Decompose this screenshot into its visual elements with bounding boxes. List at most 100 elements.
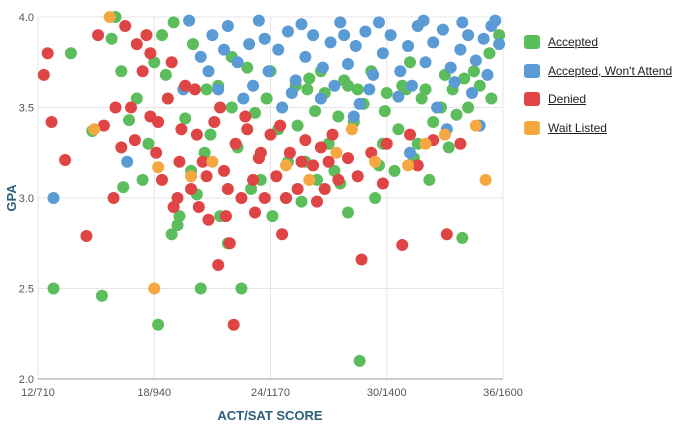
- data-point-accepted-won-t-attend: [444, 61, 457, 74]
- y-tick-label: 2.5: [19, 284, 34, 296]
- data-point-accepted: [351, 83, 364, 96]
- data-point-accepted: [159, 68, 172, 81]
- data-point-accepted: [396, 79, 409, 92]
- data-point-denied: [212, 258, 225, 271]
- data-point-accepted: [179, 112, 192, 125]
- data-point-denied: [59, 153, 72, 166]
- data-point-wait-listed: [419, 137, 432, 150]
- data-point-denied: [270, 170, 283, 183]
- data-point-denied: [254, 146, 267, 159]
- data-point-denied: [200, 170, 213, 183]
- data-point-denied: [396, 239, 409, 252]
- data-point-accepted-won-t-attend: [218, 43, 230, 56]
- data-point-accepted: [225, 101, 238, 114]
- data-point-denied: [80, 230, 93, 243]
- legend-item-accepted-wont-attend[interactable]: Accepted, Won't Attend: [524, 57, 672, 86]
- data-point-accepted: [388, 164, 401, 177]
- data-point-denied: [318, 182, 331, 195]
- data-point-accepted-won-t-attend: [431, 101, 444, 114]
- data-point-accepted: [380, 87, 393, 100]
- data-point-wait-listed: [206, 155, 219, 168]
- data-point-accepted-won-t-attend: [367, 68, 380, 81]
- legend-swatch-denied: [524, 92, 540, 107]
- legend-item-wait-listed[interactable]: Wait Listed: [524, 114, 672, 143]
- data-point-denied: [219, 210, 232, 223]
- data-point-accepted: [295, 195, 308, 208]
- data-point-denied: [355, 253, 368, 266]
- data-point-accepted: [167, 16, 180, 29]
- x-tick-label: 12/710: [21, 387, 55, 399]
- data-point-accepted-won-t-attend: [307, 29, 320, 42]
- data-point-accepted: [171, 219, 184, 232]
- data-point-accepted-won-t-attend: [121, 155, 134, 168]
- data-point-accepted-won-t-attend: [334, 16, 347, 29]
- data-point-denied: [404, 128, 416, 141]
- data-point-accepted-won-t-attend: [384, 29, 397, 42]
- data-point-accepted: [473, 79, 486, 92]
- data-point-denied: [249, 206, 261, 219]
- y-tick-labels: 2.0 2.5 3.0 3.5 4.0: [19, 12, 34, 386]
- data-point-accepted: [442, 141, 455, 154]
- data-point-denied: [311, 195, 323, 208]
- data-point-accepted-won-t-attend: [247, 79, 260, 92]
- data-point-wait-listed: [479, 173, 492, 186]
- data-point-accepted: [483, 47, 496, 60]
- data-point-accepted-won-t-attend: [202, 65, 215, 78]
- data-point-accepted: [165, 228, 178, 241]
- data-point-denied: [115, 141, 128, 154]
- data-point-accepted: [303, 72, 316, 85]
- x-tick-label: 36/1600: [483, 387, 523, 399]
- data-point-accepted-won-t-attend: [342, 58, 354, 71]
- data-point-denied: [188, 83, 201, 96]
- data-point-denied: [322, 155, 335, 168]
- data-point-denied: [41, 47, 54, 60]
- data-point-denied: [125, 101, 137, 114]
- data-point-accepted-won-t-attend: [359, 25, 372, 38]
- data-point-denied: [235, 192, 248, 204]
- x-axis-title: ACT/SAT SCORE: [217, 408, 323, 423]
- data-point-denied: [454, 137, 467, 150]
- data-point-accepted-won-t-attend: [493, 38, 506, 51]
- x-tick-label: 30/1400: [367, 387, 407, 399]
- data-point-accepted-won-t-attend: [349, 39, 362, 52]
- data-point-denied: [440, 228, 453, 241]
- data-point-accepted-won-t-attend: [272, 43, 285, 56]
- data-point-accepted-won-t-attend: [258, 32, 271, 45]
- data-point-denied: [229, 137, 242, 150]
- data-point-denied: [171, 192, 184, 204]
- data-point-accepted: [427, 115, 440, 128]
- data-point-wait-listed: [185, 170, 198, 183]
- data-point-accepted-won-t-attend: [404, 146, 416, 159]
- legend-item-denied[interactable]: Denied: [524, 85, 672, 114]
- data-point-accepted: [353, 354, 366, 367]
- y-axis-title: GPA: [4, 184, 19, 212]
- data-point-denied: [173, 155, 186, 168]
- data-point-denied: [342, 152, 354, 165]
- data-point-accepted: [369, 192, 382, 204]
- data-point-accepted-won-t-attend: [436, 23, 449, 36]
- x-tick-labels: 12/710 18/940 24/1170 30/1400 36/1600: [21, 387, 523, 399]
- data-point-wait-listed: [303, 173, 316, 186]
- data-point-accepted-won-t-attend: [231, 56, 244, 69]
- data-point-wait-listed: [103, 11, 116, 23]
- data-point-accepted-won-t-attend: [194, 50, 207, 63]
- data-point-accepted: [156, 29, 168, 42]
- data-point-accepted-won-t-attend: [392, 90, 405, 103]
- data-point-accepted-won-t-attend: [376, 47, 389, 60]
- data-point-accepted-won-t-attend: [454, 43, 467, 56]
- data-point-accepted: [123, 114, 136, 127]
- data-point-denied: [380, 137, 393, 150]
- data-point-denied: [144, 47, 157, 60]
- data-point-accepted: [467, 65, 480, 78]
- data-point-accepted: [115, 65, 128, 78]
- data-point-denied: [161, 92, 174, 105]
- data-point-accepted: [142, 137, 155, 150]
- data-point-denied: [190, 128, 203, 141]
- data-point-denied: [365, 146, 378, 159]
- legend-item-accepted[interactable]: Accepted: [524, 28, 672, 57]
- data-point-accepted: [342, 206, 354, 219]
- data-point-accepted: [332, 110, 345, 123]
- data-point-denied: [97, 119, 110, 132]
- data-point-denied: [295, 155, 308, 168]
